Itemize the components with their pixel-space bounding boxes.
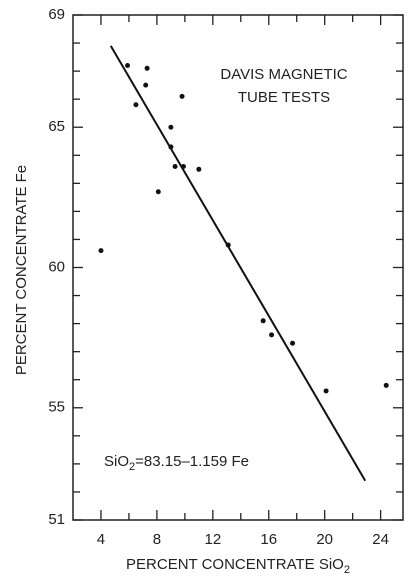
point: [196, 166, 202, 172]
point: [143, 82, 149, 88]
point: [260, 318, 266, 324]
y-tick-label: 69: [48, 6, 65, 23]
y-tick-label: 51: [48, 511, 65, 528]
x-tick-label: 8: [153, 531, 161, 548]
x-tick-label: 16: [260, 531, 277, 548]
point: [168, 124, 174, 130]
point: [225, 242, 231, 248]
annotation: TUBE TESTS: [238, 89, 330, 106]
fit-line: [109, 45, 367, 482]
point: [125, 63, 131, 68]
equation: SiO2=83.15–1.159 Fe: [104, 453, 249, 473]
y-axis-label: PERCENT CONCENTRATE Fe: [13, 165, 30, 375]
point: [290, 340, 296, 346]
x-tick-label: 4: [97, 531, 105, 548]
point: [180, 164, 186, 169]
y-tick-label: 65: [48, 118, 65, 135]
point: [383, 382, 389, 388]
x-axis-label: PERCENT CONCENTRATE SiO2: [126, 556, 350, 576]
annotation: DAVIS MAGNETIC: [220, 66, 347, 83]
point: [323, 388, 329, 394]
x-tick-label: 12: [204, 531, 221, 548]
point: [168, 144, 174, 150]
point: [269, 332, 275, 338]
x-tick-label: 20: [316, 531, 333, 548]
point: [144, 65, 150, 71]
point: [179, 93, 185, 99]
y-tick-label: 60: [48, 258, 65, 275]
point: [98, 248, 104, 254]
point: [172, 164, 178, 169]
point: [155, 189, 161, 195]
point: [133, 102, 139, 108]
x-tick-label: 24: [372, 531, 389, 548]
y-tick-label: 55: [48, 399, 65, 416]
